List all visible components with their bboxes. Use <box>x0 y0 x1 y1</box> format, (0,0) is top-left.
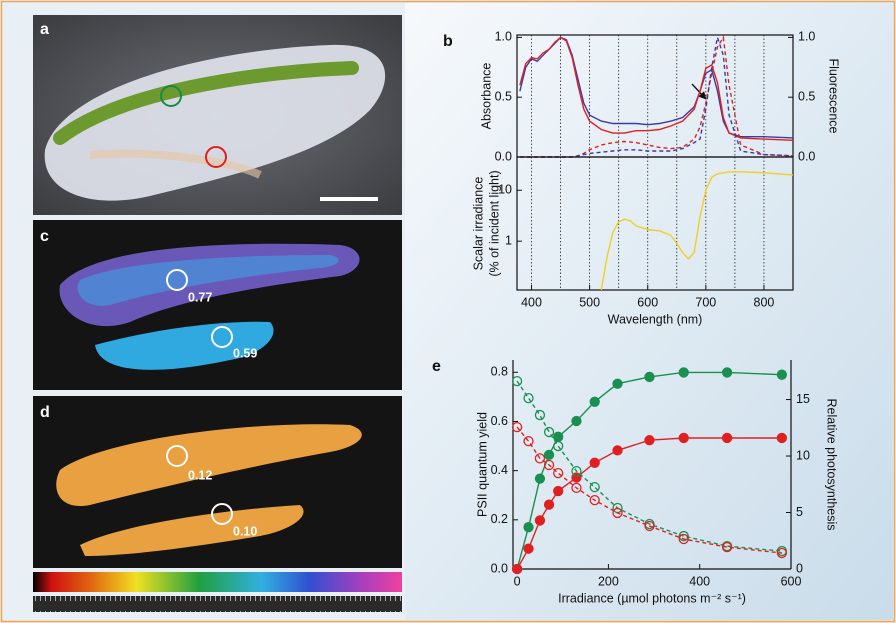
data-point <box>723 368 732 377</box>
x-axis-label: Irradiance (µmol photons m⁻² s⁻¹) <box>558 591 746 605</box>
y2-tick-label: 15 <box>796 392 810 406</box>
y-axis-label: Scalar irradiance <box>471 177 485 271</box>
x-tick-label: 600 <box>781 574 802 588</box>
annotation: 0.59 <box>233 346 257 360</box>
data-point <box>572 417 581 426</box>
y-tick-label: 1.0 <box>495 30 512 44</box>
data-point <box>679 368 688 377</box>
x-tick-label: 400 <box>521 295 542 309</box>
y-tick-label: 0.0 <box>495 149 512 163</box>
y2-tick-label: 10 <box>796 448 810 462</box>
ruler <box>33 596 402 612</box>
color-scale <box>33 572 402 592</box>
data-point <box>535 516 544 525</box>
panel-label: c <box>40 228 49 245</box>
panel-label: b <box>443 33 453 50</box>
x-tick-label: 0 <box>514 574 521 588</box>
y-tick-label: 0.2 <box>491 512 508 526</box>
photo-panel-a: a <box>33 15 402 215</box>
y-axis-label: (% of incident light) <box>487 170 501 276</box>
data-point <box>524 523 533 532</box>
y-tick-label: 0.0 <box>491 561 508 575</box>
panel-label: a <box>40 21 49 38</box>
x-tick-label: 200 <box>598 574 619 588</box>
x-tick-label: 800 <box>754 295 775 309</box>
y-axis-label: PSII quantum yield <box>475 412 489 517</box>
annotation: 0.77 <box>188 290 212 304</box>
y-tick-label: 0.6 <box>491 414 508 428</box>
figure: a c 0.77 0.59 d 0.12 0.10 0.0 0.5 1.0 0.0 0.… <box>0 0 896 623</box>
y2-tick-label: 5 <box>796 505 803 519</box>
data-point <box>613 446 622 455</box>
x-tick-label: 400 <box>689 574 710 588</box>
y2-tick-label: 0.5 <box>798 89 815 103</box>
data-point <box>524 544 533 553</box>
panel-label: d <box>40 404 50 421</box>
data-point <box>645 372 654 381</box>
x-tick-label: 600 <box>637 295 658 309</box>
data-point <box>645 436 654 445</box>
y-axis-label: Absorbance <box>479 63 493 130</box>
data-point <box>590 458 599 467</box>
photo-panel-d: d 0.12 0.10 <box>33 396 402 568</box>
y2-tick-label: 1.0 <box>798 30 815 44</box>
data-point <box>777 370 786 379</box>
y2-tick-label: 0 <box>796 561 803 575</box>
photo-panel-c: c 0.77 0.59 <box>33 220 402 390</box>
data-point <box>723 433 732 442</box>
data-point <box>777 433 786 442</box>
y-tick-label: 0.5 <box>495 89 512 103</box>
y-tick-label: 0.4 <box>491 463 508 477</box>
annotation: 0.10 <box>233 524 257 538</box>
data-point <box>545 450 554 459</box>
y-tick-label: 1 <box>505 233 512 247</box>
y2-axis-label: Fluorescence <box>827 58 841 133</box>
x-axis-label: Wavelength (nm) <box>608 312 703 326</box>
data-point <box>513 565 522 574</box>
data-point <box>545 500 554 509</box>
data-point <box>679 433 688 442</box>
panel-label: e <box>432 358 441 375</box>
y2-axis-label: Relative photosynthesis <box>825 398 839 530</box>
data-point <box>613 379 622 388</box>
y-tick-label: 0.8 <box>491 365 508 379</box>
annotation: 0.12 <box>188 468 212 482</box>
data-point <box>554 487 563 496</box>
data-point <box>590 397 599 406</box>
x-tick-label: 700 <box>695 295 716 309</box>
x-tick-label: 500 <box>579 295 600 309</box>
y2-tick-label: 0.0 <box>798 149 815 163</box>
data-point <box>535 474 544 483</box>
